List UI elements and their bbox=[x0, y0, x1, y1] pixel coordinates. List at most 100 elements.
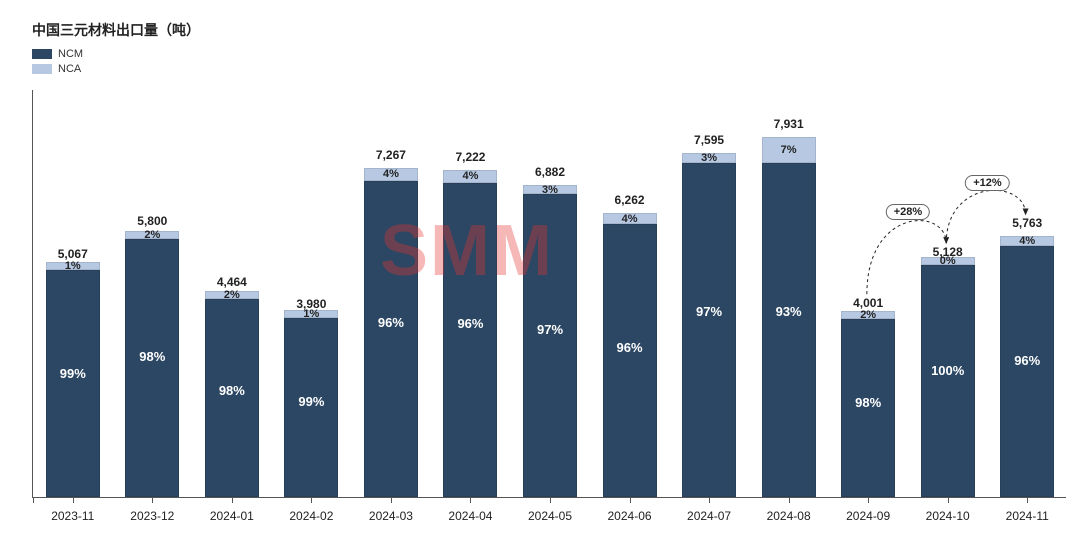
bar-group: 96%4% bbox=[443, 170, 497, 497]
legend-swatch bbox=[32, 49, 52, 59]
ncm-pct-label: 99% bbox=[47, 366, 99, 381]
nca-pct-label: 3% bbox=[524, 184, 576, 196]
bar-segment-nca: 1% bbox=[284, 310, 338, 318]
x-axis-label: 2024-05 bbox=[528, 509, 572, 523]
ncm-pct-label: 96% bbox=[1001, 353, 1053, 368]
bar-group: 98%2% bbox=[841, 316, 895, 497]
x-tick bbox=[391, 497, 392, 503]
bar-segment-ncm: 99% bbox=[46, 270, 100, 497]
ncm-pct-label: 93% bbox=[763, 304, 815, 319]
ncm-pct-label: 100% bbox=[922, 363, 974, 378]
x-tick bbox=[470, 497, 471, 503]
growth-label: +28% bbox=[886, 204, 930, 220]
x-tick bbox=[232, 497, 233, 503]
bar-segment-nca: 2% bbox=[841, 311, 895, 319]
bar-group: 98% 2% bbox=[125, 234, 179, 497]
x-tick bbox=[550, 497, 551, 503]
bar-segment-nca: 4% bbox=[364, 168, 418, 181]
x-tick bbox=[630, 497, 631, 503]
x-axis-label: 2023-11 bbox=[51, 509, 94, 523]
ncm-pct-label: 97% bbox=[683, 304, 735, 319]
ncm-pct-label: 98% bbox=[206, 383, 258, 398]
bar-segment-ncm: 96% bbox=[603, 224, 657, 497]
bar-group: 98%2% bbox=[205, 295, 259, 497]
bar-group: 100%0% bbox=[921, 265, 975, 497]
x-axis-label: 2024-09 bbox=[846, 509, 890, 523]
bar-segment-ncm: 97% bbox=[523, 194, 577, 497]
x-tick bbox=[73, 497, 74, 503]
ncm-pct-label: 99% bbox=[285, 394, 337, 409]
bar-total-label: 7,222 bbox=[410, 150, 530, 164]
ncm-pct-label: 98% bbox=[126, 349, 178, 364]
nca-pct-label: 1% bbox=[47, 260, 99, 272]
bar-total-label: 5,763 bbox=[967, 216, 1080, 230]
legend-swatch bbox=[32, 64, 52, 74]
bar-total-label: 3,980 bbox=[251, 297, 371, 311]
bar-group: 99%1% bbox=[46, 267, 100, 497]
x-axis-label: 2024-07 bbox=[687, 509, 731, 523]
plot-area: 99%1%5,0672023-1198%2%5,8002023-1298%2%4… bbox=[32, 90, 1066, 498]
bar-total-label: 5,128 bbox=[888, 245, 1008, 259]
x-tick bbox=[709, 497, 710, 503]
legend-item-nca: NCA bbox=[32, 63, 83, 75]
legend-label: NCA bbox=[58, 63, 81, 75]
bar-group: 96% 4% bbox=[603, 213, 657, 497]
nca-pct-label: 7% bbox=[763, 144, 815, 156]
x-axis-label: 2024-01 bbox=[210, 509, 254, 523]
bar-group: 97% 3% bbox=[682, 153, 736, 497]
bar-segment-ncm: 99% bbox=[284, 318, 338, 497]
bar-segment-nca: 2% bbox=[125, 231, 179, 239]
x-tick bbox=[789, 497, 790, 503]
x-axis-label: 2023-12 bbox=[130, 509, 174, 523]
x-axis-label: 2024-06 bbox=[608, 509, 652, 523]
x-axis-label: 2024-08 bbox=[767, 509, 811, 523]
bar-group: 99%1% bbox=[284, 317, 338, 497]
bar-total-label: 4,464 bbox=[172, 275, 292, 289]
nca-pct-label: 2% bbox=[842, 309, 894, 321]
bar-segment-ncm: 98% bbox=[841, 319, 895, 497]
nca-pct-label: 2% bbox=[206, 289, 258, 301]
bar-segment-ncm: 96% bbox=[1000, 246, 1054, 497]
x-axis-label: 2024-02 bbox=[289, 509, 333, 523]
nca-pct-label: 3% bbox=[683, 152, 735, 164]
ncm-pct-label: 96% bbox=[444, 316, 496, 331]
nca-pct-label: 4% bbox=[1001, 235, 1053, 247]
bar-total-label: 5,067 bbox=[13, 247, 133, 261]
bar-segment-nca: 4% bbox=[603, 213, 657, 224]
legend-label: NCM bbox=[58, 48, 83, 60]
nca-pct-label: 4% bbox=[604, 213, 656, 225]
ncm-pct-label: 96% bbox=[365, 315, 417, 330]
bar-group: 96% 4% bbox=[1000, 236, 1054, 497]
bar-segment-ncm: 96% bbox=[443, 183, 497, 497]
bar-segment-nca: 3% bbox=[682, 153, 736, 163]
x-axis-label: 2024-11 bbox=[1006, 509, 1049, 523]
bar-total-label: 6,262 bbox=[570, 193, 690, 207]
x-tick bbox=[948, 497, 949, 503]
bar-segment-ncm: 96% bbox=[364, 181, 418, 497]
bar-group: 97% 3% bbox=[523, 185, 577, 497]
x-tick bbox=[33, 497, 34, 503]
x-axis-label: 2024-10 bbox=[926, 509, 970, 523]
legend: NCM NCA bbox=[32, 48, 83, 78]
x-tick bbox=[868, 497, 869, 503]
bar-segment-ncm: 97% bbox=[682, 163, 736, 497]
bar-total-label: 4,001 bbox=[808, 296, 928, 310]
bar-group: 93% 7% bbox=[762, 137, 816, 497]
bar-segment-ncm: 93% bbox=[762, 163, 816, 497]
bar-segment-nca: 7% bbox=[762, 137, 816, 162]
nca-pct-label: 2% bbox=[126, 229, 178, 241]
bar-segment-ncm: 98% bbox=[205, 299, 259, 497]
bar-segment-nca: 1% bbox=[46, 262, 100, 270]
x-tick bbox=[152, 497, 153, 503]
ncm-pct-label: 96% bbox=[604, 340, 656, 355]
bar-total-label: 7,595 bbox=[649, 133, 769, 147]
chart-title: 中国三元材料出口量（吨） bbox=[32, 20, 200, 40]
legend-item-ncm: NCM bbox=[32, 48, 83, 60]
ncm-pct-label: 97% bbox=[524, 322, 576, 337]
x-tick bbox=[1027, 497, 1028, 503]
bar-segment-ncm: 100% bbox=[921, 265, 975, 497]
x-axis-label: 2024-03 bbox=[369, 509, 413, 523]
ncm-pct-label: 98% bbox=[842, 395, 894, 410]
x-axis-label: 2024-04 bbox=[448, 509, 492, 523]
growth-label: +12% bbox=[965, 175, 1009, 191]
